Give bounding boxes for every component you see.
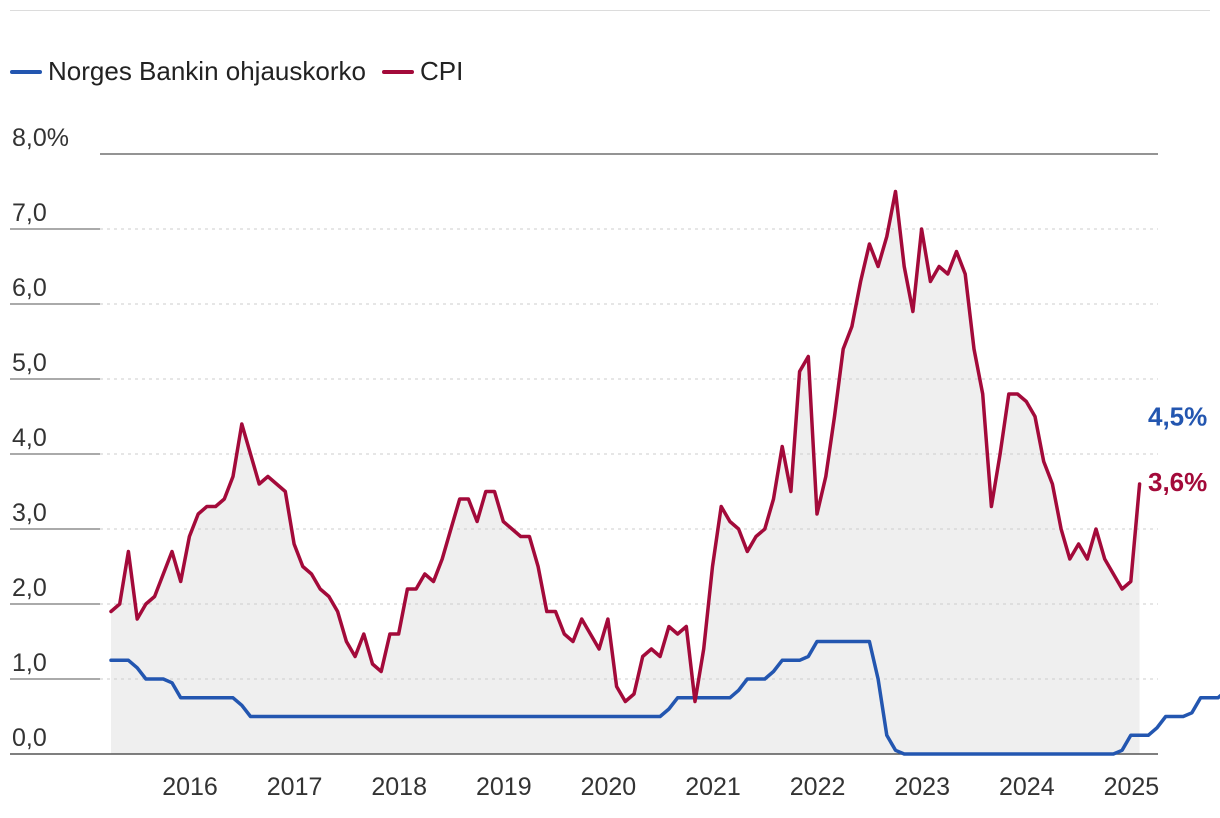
legend-label-cpi: CPI xyxy=(419,56,464,86)
x-tick-label: 2017 xyxy=(267,773,323,801)
end-label-policy-rate: 4,5% xyxy=(1148,402,1207,432)
top-divider xyxy=(10,10,1210,11)
series-line-policy-rate xyxy=(109,639,1220,756)
y-tick-label: 7,0 xyxy=(12,199,47,227)
x-tick-label: 2025 xyxy=(1104,773,1160,801)
y-tick-label: 1,0 xyxy=(12,649,47,677)
y-tick-label: 4,0 xyxy=(12,424,47,452)
y-tick-label: 2,0 xyxy=(12,574,47,602)
x-tick-label: 2024 xyxy=(999,773,1055,801)
y-tick-label: 8,0% xyxy=(12,124,69,152)
cpi-area xyxy=(111,191,1140,754)
x-tick-label: 2023 xyxy=(894,773,950,801)
x-tick-label: 2021 xyxy=(685,773,741,801)
legend-label-policy-rate: Norges Bankin ohjauskorko xyxy=(48,56,366,86)
x-tick-label: 2022 xyxy=(790,773,846,801)
x-tick-label: 2020 xyxy=(581,773,637,801)
x-tick-label: 2016 xyxy=(162,773,218,801)
y-tick-label: 0,0 xyxy=(12,724,47,752)
legend-item-cpi[interactable]: CPI xyxy=(381,56,464,87)
y-tick-label: 6,0 xyxy=(12,274,47,302)
legend: Norges Bankin ohjauskorko CPI xyxy=(10,56,479,87)
x-tick-label: 2019 xyxy=(476,773,532,801)
y-tick-label: 3,0 xyxy=(12,499,47,527)
series-line-cpi xyxy=(109,189,1142,704)
y-tick-label: 5,0 xyxy=(12,349,47,377)
legend-item-policy-rate[interactable]: Norges Bankin ohjauskorko xyxy=(10,56,366,87)
end-label-cpi: 3,6% xyxy=(1148,467,1207,497)
x-tick-label: 2018 xyxy=(371,773,427,801)
legend-swatch-cpi xyxy=(381,69,414,74)
legend-swatch-policy-rate xyxy=(10,69,42,74)
